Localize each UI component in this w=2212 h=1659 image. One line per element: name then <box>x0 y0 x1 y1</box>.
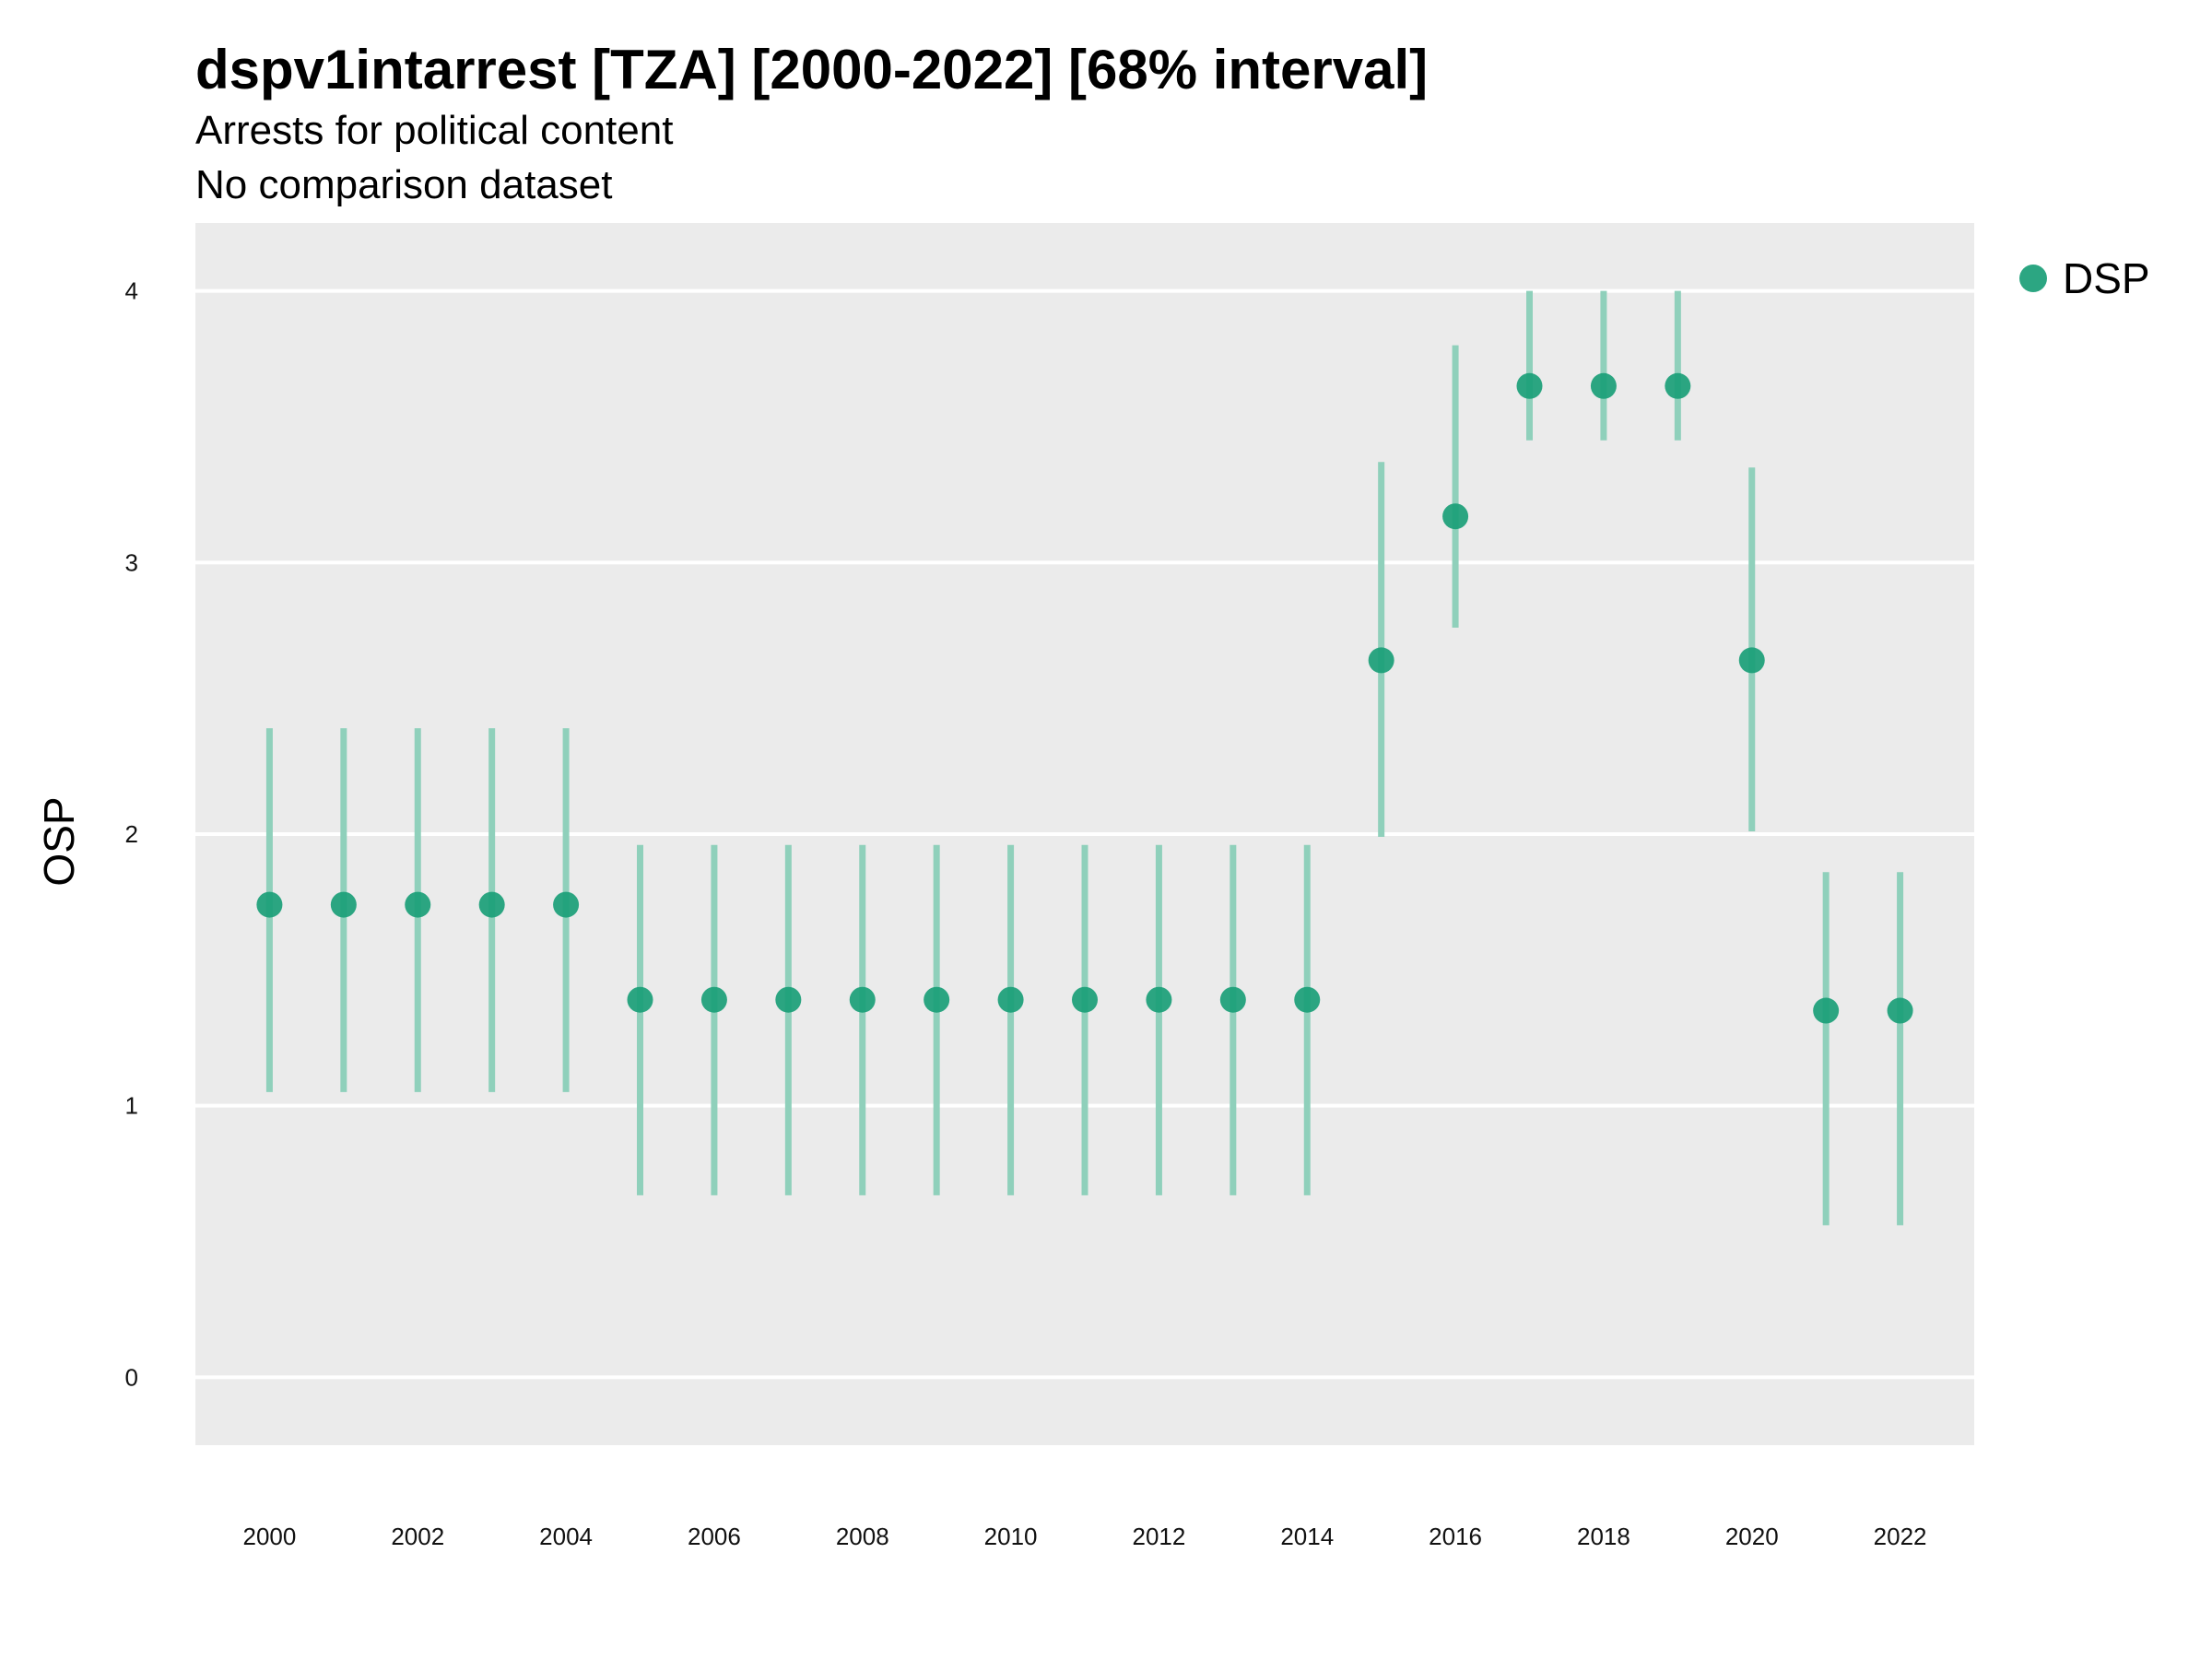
x-tick-label-2016: 2016 <box>1429 1523 1482 1550</box>
y-axis-label: OSP <box>35 796 83 886</box>
y-tick-label-1: 1 <box>125 1092 138 1120</box>
data-point-2016 <box>1442 503 1469 530</box>
data-point-2007 <box>775 986 802 1013</box>
y-tick-label-4: 4 <box>125 277 138 305</box>
data-point-2018 <box>1590 372 1617 399</box>
data-point-2010 <box>997 986 1024 1013</box>
y-axis-ticks: 0 1 2 3 4 <box>125 277 138 1392</box>
chart-subtitle-line-1: Arrests for political content <box>195 108 673 153</box>
data-point-2006 <box>700 986 727 1013</box>
data-point-2003 <box>478 891 505 918</box>
x-tick-label-2006: 2006 <box>688 1523 741 1550</box>
x-tick-label-2010: 2010 <box>984 1523 1038 1550</box>
x-tick-label-2022: 2022 <box>1874 1523 1927 1550</box>
x-tick-label-2000: 2000 <box>242 1523 296 1550</box>
data-point-2001 <box>330 891 357 918</box>
data-point-2004 <box>553 891 580 918</box>
data-point-2015 <box>1368 647 1394 674</box>
data-point-2017 <box>1516 372 1543 399</box>
chart-subtitle-line-2: No comparison dataset <box>195 162 612 207</box>
data-point-2012 <box>1146 986 1172 1013</box>
data-point-2000 <box>256 891 283 918</box>
y-tick-label-0: 0 <box>125 1363 138 1391</box>
data-point-2008 <box>849 986 876 1013</box>
data-point-2019 <box>1665 372 1691 399</box>
chart-title: dspv1intarrest [TZA] [2000-2022] [68% in… <box>195 39 1428 100</box>
y-tick-label-2: 2 <box>125 820 138 848</box>
data-point-2014 <box>1294 986 1321 1013</box>
x-tick-label-2012: 2012 <box>1132 1523 1185 1550</box>
data-point-2011 <box>1072 986 1098 1013</box>
data-point-2022 <box>1887 997 1913 1024</box>
x-tick-label-2008: 2008 <box>836 1523 889 1550</box>
legend-label-dsp: DSP <box>2063 254 2150 302</box>
x-tick-label-2014: 2014 <box>1280 1523 1334 1550</box>
x-axis-ticks: 2000 2002 2004 2006 2008 2010 2012 2014 2016 2018… <box>242 1523 1926 1550</box>
x-tick-label-2018: 2018 <box>1577 1523 1630 1550</box>
data-point-2005 <box>627 986 653 1013</box>
legend: DSP <box>2019 254 2150 302</box>
y-tick-label-3: 3 <box>125 548 138 576</box>
x-tick-label-2020: 2020 <box>1725 1523 1779 1550</box>
data-point-2020 <box>1738 647 1765 674</box>
data-point-2021 <box>1813 997 1840 1024</box>
data-point-2002 <box>405 891 431 918</box>
x-tick-label-2004: 2004 <box>539 1523 593 1550</box>
data-point-2009 <box>924 986 950 1013</box>
legend-swatch-dsp <box>2019 265 2047 292</box>
data-point-2013 <box>1219 986 1246 1013</box>
data-points <box>256 372 1913 1024</box>
x-tick-label-2002: 2002 <box>391 1523 444 1550</box>
